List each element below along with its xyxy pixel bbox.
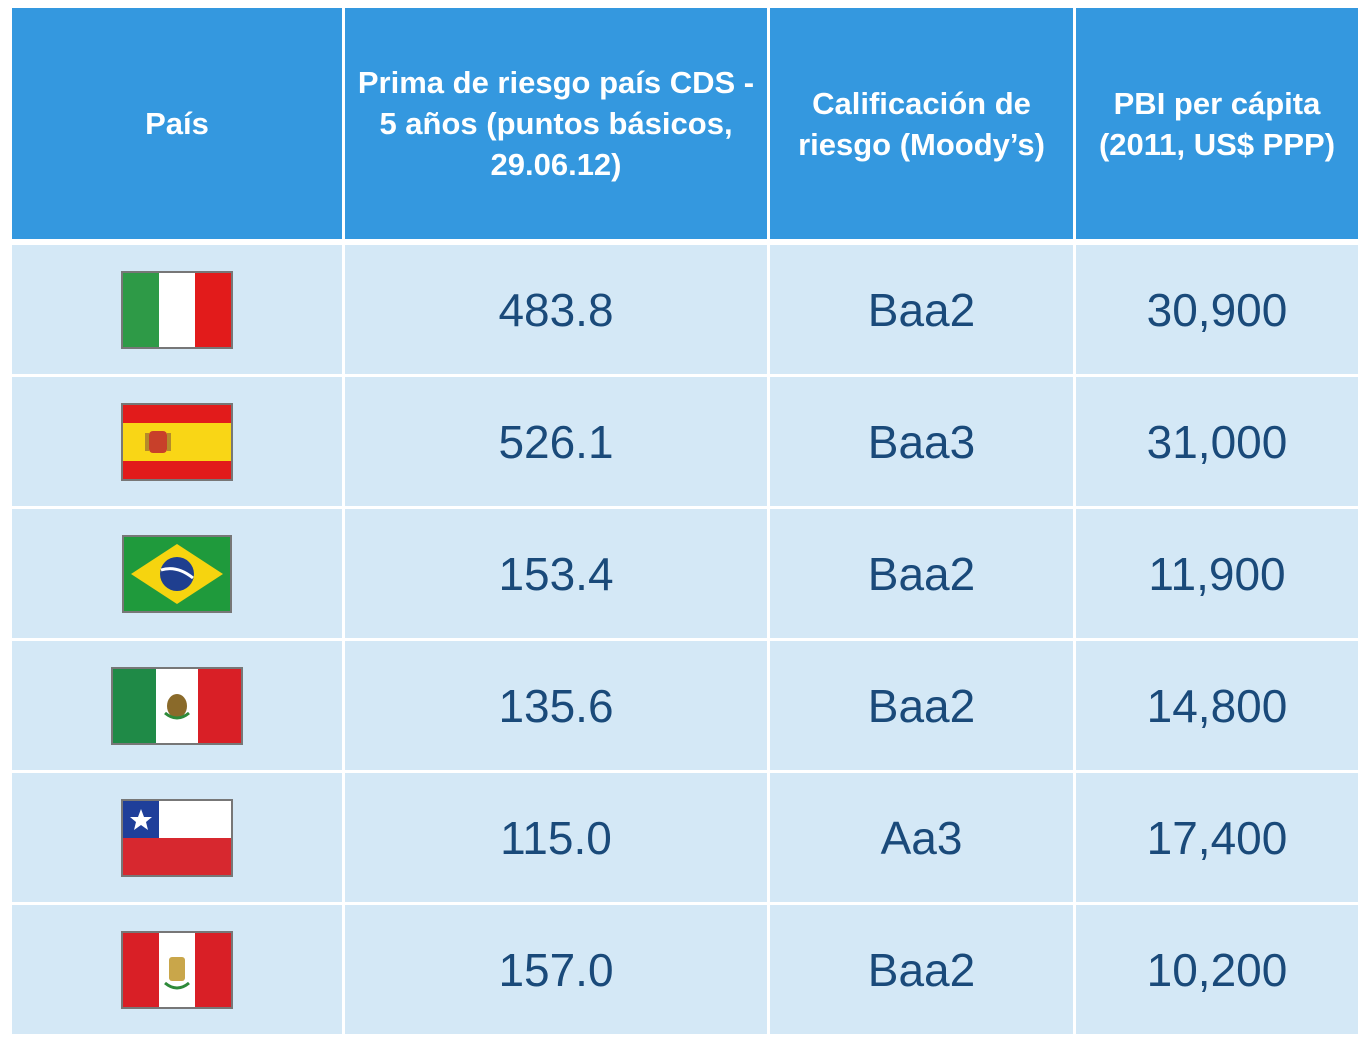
flag-cell <box>12 905 342 1034</box>
header-cell: Calificación de riesgo (Moody’s) <box>770 8 1073 239</box>
cell: 483.8 <box>345 245 767 374</box>
flag-chile <box>121 798 233 877</box>
flag-peru <box>121 930 233 1009</box>
flag-mexico <box>111 666 243 745</box>
flag-cell <box>12 509 342 638</box>
header-cell: País <box>12 8 342 239</box>
cell: 10,200 <box>1076 905 1358 1034</box>
header-cell: Prima de riesgo país CDS - 5 años (punto… <box>345 8 767 239</box>
cell: 31,000 <box>1076 377 1358 506</box>
flag-cell <box>12 773 342 902</box>
cell: Baa2 <box>770 509 1073 638</box>
cell: 17,400 <box>1076 773 1358 902</box>
cell: 30,900 <box>1076 245 1358 374</box>
flag-spain <box>121 402 233 481</box>
cell: 115.0 <box>345 773 767 902</box>
cell: 153.4 <box>345 509 767 638</box>
flag-italy <box>121 270 233 349</box>
flag-cell <box>12 377 342 506</box>
cell: Baa2 <box>770 905 1073 1034</box>
cell: 157.0 <box>345 905 767 1034</box>
cell: 14,800 <box>1076 641 1358 770</box>
cell: Aa3 <box>770 773 1073 902</box>
cell: Baa2 <box>770 245 1073 374</box>
flag-cell <box>12 641 342 770</box>
flag-cell <box>12 245 342 374</box>
header-cell: PBI per cápita (2011, US$ PPP) <box>1076 8 1358 239</box>
flag-brazil <box>122 534 232 613</box>
table: País Prima de riesgo país CDS - 5 años (… <box>12 8 1358 1034</box>
cell: Baa3 <box>770 377 1073 506</box>
cell: Baa2 <box>770 641 1073 770</box>
cell: 135.6 <box>345 641 767 770</box>
cell: 526.1 <box>345 377 767 506</box>
cell: 11,900 <box>1076 509 1358 638</box>
